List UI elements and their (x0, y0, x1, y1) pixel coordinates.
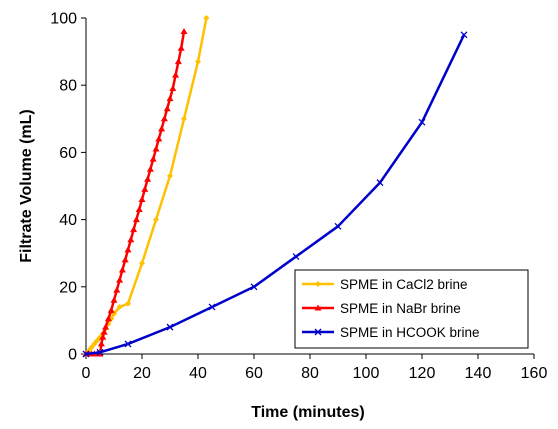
data-point (334, 222, 342, 230)
data-point (155, 135, 163, 142)
legend-marker (314, 328, 322, 336)
y-tick-label: 60 (59, 145, 77, 162)
x-tick-label: 160 (521, 365, 548, 382)
data-point (166, 323, 174, 331)
x-tick-label: 100 (353, 365, 380, 382)
x-tick-label: 40 (189, 365, 207, 382)
x-tick-label: 120 (409, 365, 436, 382)
data-point (121, 256, 129, 263)
data-point (88, 344, 95, 351)
legend-label: SPME in HCOOK brine (340, 325, 480, 340)
series-3 (82, 31, 468, 358)
data-point (158, 125, 166, 132)
x-ticks: 0 20 40 60 80 100 120 140 160 (82, 354, 548, 382)
series-line (86, 31, 186, 356)
data-point (152, 145, 160, 152)
y-tick-label: 100 (50, 11, 77, 28)
data-point (97, 340, 105, 347)
y-axis-title: Filtrate Volume (mL) (18, 109, 35, 263)
x-tick-label: 80 (301, 365, 319, 382)
data-point (99, 333, 107, 340)
x-tick-label: 60 (245, 365, 263, 382)
data-point (163, 105, 171, 112)
data-point (292, 253, 300, 261)
data-point (203, 15, 210, 21)
x-tick-label: 20 (133, 365, 151, 382)
data-point (116, 303, 123, 310)
data-point (138, 195, 146, 202)
data-point (125, 300, 131, 307)
data-point (418, 118, 426, 126)
data-point (167, 172, 173, 179)
legend-item: SPME in HCOOK brine (302, 325, 480, 340)
data-point (144, 175, 152, 182)
y-tick-label: 40 (59, 212, 77, 229)
data-point (113, 286, 121, 293)
data-point (195, 58, 201, 65)
data-point (102, 323, 110, 330)
data-point (130, 226, 138, 233)
legend-item: SPME in CaCl2 brine (302, 277, 468, 292)
data-point (208, 303, 216, 311)
data-point (124, 246, 132, 253)
data-point (94, 337, 101, 344)
legend-label: SPME in NaBr brine (340, 301, 461, 316)
data-point (149, 155, 157, 162)
data-point (376, 179, 384, 187)
legend-marker (315, 281, 321, 287)
data-point (250, 283, 258, 291)
data-point (96, 348, 104, 356)
legend: SPME in CaCl2 brine SPME in NaBr brine SPM… (294, 269, 529, 349)
series-2 (82, 27, 188, 357)
data-point (141, 185, 149, 192)
data-point (169, 85, 177, 92)
data-point (181, 115, 187, 122)
y-tick-label: 0 (68, 347, 77, 364)
y-ticks: 0 20 40 60 80 100 (50, 11, 86, 364)
data-point (172, 71, 180, 78)
y-tick-label: 20 (59, 279, 77, 296)
data-point (174, 58, 182, 65)
data-point (127, 236, 135, 243)
data-point (124, 340, 132, 348)
data-point (135, 206, 143, 213)
plot-area: 0 20 40 60 80 100 120 140 160 0 20 40 60 80 100 (50, 11, 547, 383)
data-point (107, 306, 115, 313)
data-point (110, 296, 118, 303)
x-tick-label: 140 (465, 365, 492, 382)
data-point (118, 266, 126, 273)
data-point (82, 350, 90, 358)
y-tick-label: 80 (59, 78, 77, 95)
data-point (177, 44, 185, 51)
legend-label: SPME in CaCl2 brine (340, 277, 468, 292)
data-point (104, 315, 112, 322)
legend-item: SPME in NaBr brine (302, 301, 461, 316)
data-point (146, 165, 154, 172)
data-point (139, 260, 145, 267)
data-point (116, 276, 124, 283)
legend-marker (314, 304, 322, 311)
series-layer (82, 15, 468, 358)
data-point (180, 27, 188, 34)
x-tick-label: 0 (82, 365, 91, 382)
data-point (460, 31, 468, 39)
legend-items: SPME in CaCl2 brine SPME in NaBr brine SPM… (302, 277, 480, 340)
data-point (91, 340, 98, 347)
data-point (100, 328, 108, 335)
data-point (160, 115, 168, 122)
data-point (166, 95, 174, 102)
data-point (132, 216, 140, 223)
data-point (153, 216, 159, 223)
x-axis-title: Time (minutes) (251, 404, 365, 421)
